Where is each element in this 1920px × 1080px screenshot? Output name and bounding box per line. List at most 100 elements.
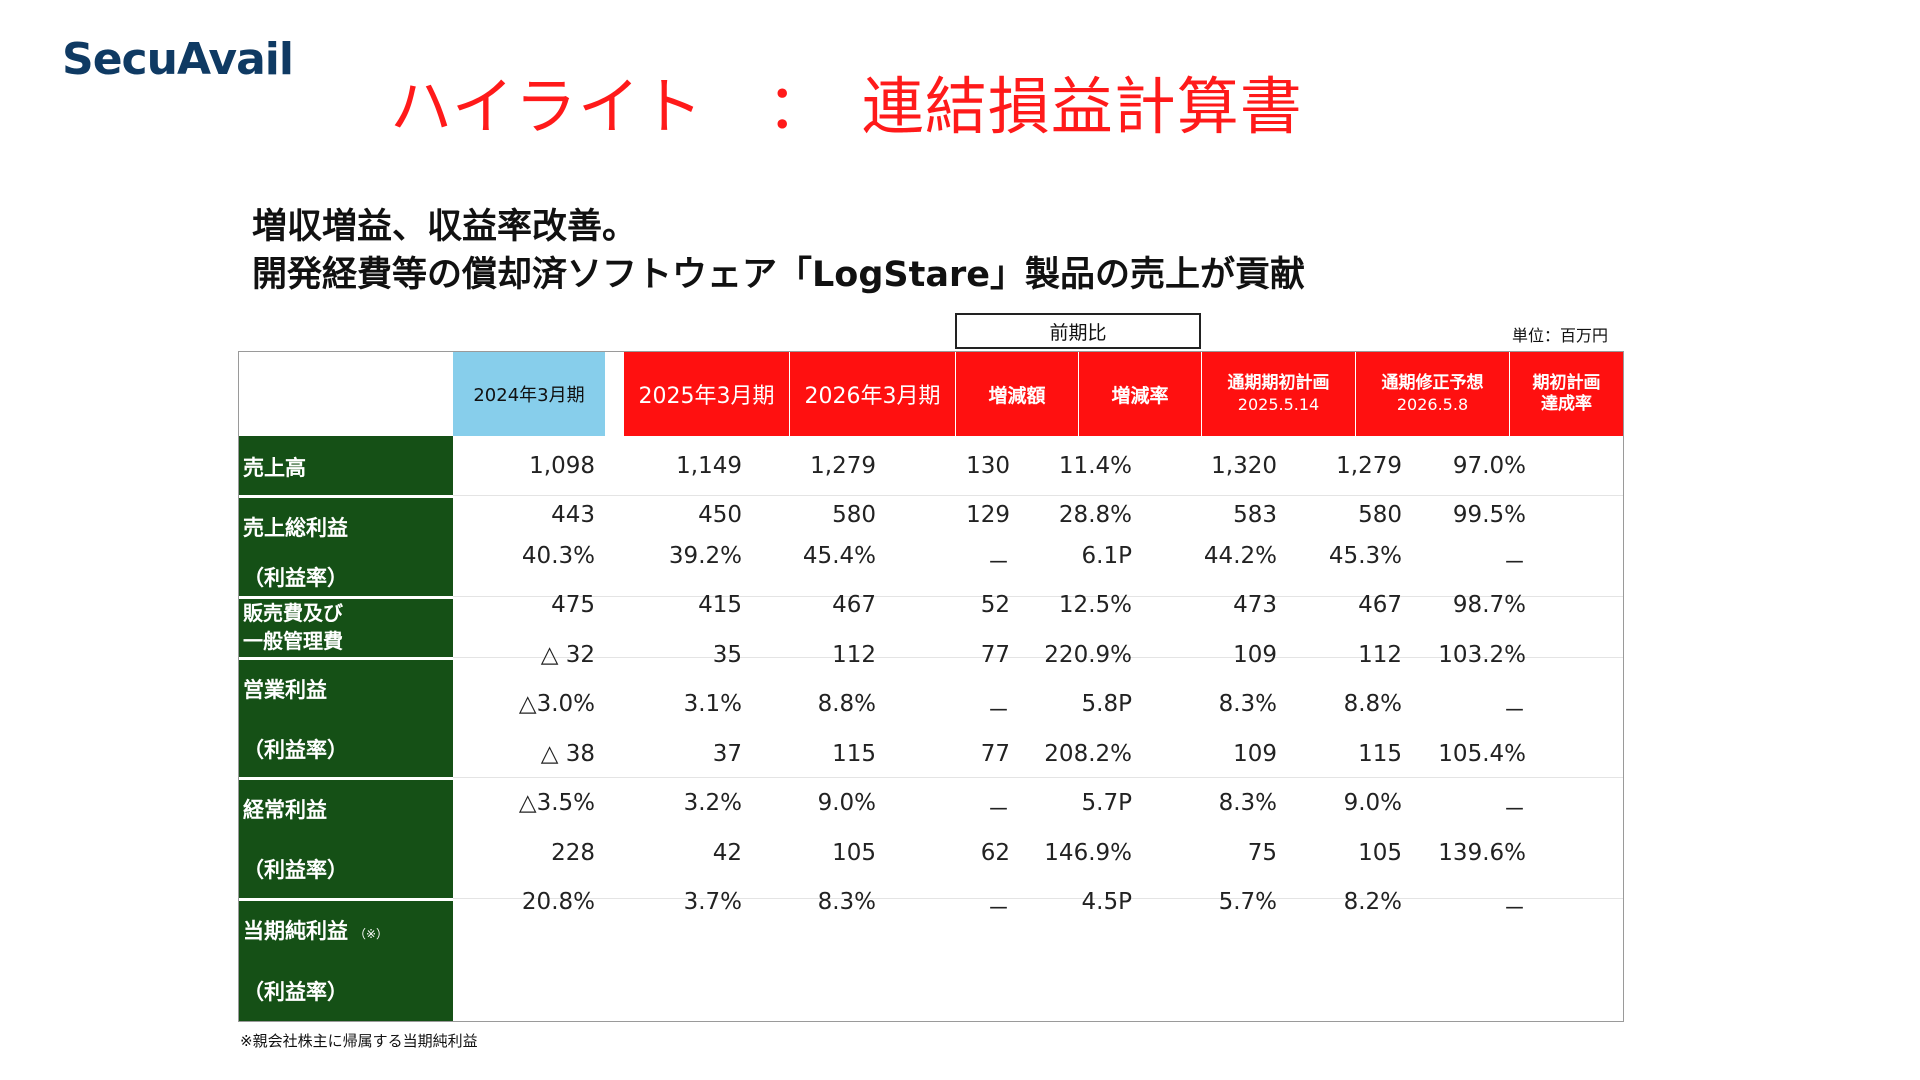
row-separator [239, 657, 453, 660]
table-cell: 109 [1233, 741, 1277, 767]
table-cell: 11.4% [1058, 453, 1132, 479]
table-cell: 1,320 [1211, 453, 1277, 479]
table-cell: 467 [1358, 592, 1402, 618]
table-cell: 39.2% [668, 543, 742, 569]
header-change-rate: 増減率 [1078, 352, 1201, 436]
table-cell: 1,149 [676, 453, 742, 479]
table-cell: 9.0% [1343, 790, 1402, 816]
table-cell: 8.3% [1218, 691, 1277, 717]
table-cell: △ 32 [540, 642, 595, 668]
header-revised-plan: 通期修正予想 2026.5.8 [1355, 352, 1509, 436]
row-label-gross-profit: 売上総利益 [243, 516, 348, 540]
table-cell: 35 [712, 642, 742, 668]
table-cell: 5.8P [1081, 691, 1132, 717]
row-label-op-margin: （利益率） [243, 738, 348, 762]
company-logo: SecuAvail [62, 34, 294, 85]
table-cell: － [1503, 698, 1526, 724]
row-divider [453, 777, 1623, 778]
table-cell: 415 [698, 592, 742, 618]
subtitle-line-2: 開発経費等の償却済ソフトウェア「LogStare」製品の売上が貢献 [252, 255, 1305, 295]
table-cell: 5.7% [1218, 889, 1277, 915]
table-cell: 97.0% [1452, 453, 1526, 479]
table-cell: 28.8% [1058, 502, 1132, 528]
header-initial-plan-date: 2025.5.14 [1237, 394, 1320, 414]
table-cell: － [987, 698, 1010, 724]
table-cell: 580 [1358, 502, 1402, 528]
table-cell: 105 [1358, 840, 1402, 866]
table-cell: 9.0% [817, 790, 876, 816]
table-cell: 1,279 [810, 453, 876, 479]
income-statement-table: 2024年3月期 2025年3月期 2026年3月期 増減額 増減率 通期期初計… [238, 351, 1624, 1022]
header-achievement-rate: 期初計画 達成率 [1509, 352, 1623, 436]
row-divider [453, 657, 1623, 658]
unit-label: 単位：百万円 [1512, 326, 1609, 345]
subtitle-line-1: 増収増益、収益率改善。 [252, 207, 638, 247]
table-cell: 473 [1233, 592, 1277, 618]
table-cell: 8.8% [1343, 691, 1402, 717]
row-label-operating-profit: 営業利益 [243, 678, 327, 702]
table-cell: △3.5% [518, 790, 595, 816]
table-cell: － [1503, 896, 1526, 922]
row-divider [453, 596, 1623, 597]
table-cell: 580 [832, 502, 876, 528]
table-cell: 115 [832, 741, 876, 767]
slide-title: ハイライト ： 連結損益計算書 [390, 70, 1303, 143]
row-label-sales: 売上高 [243, 456, 306, 480]
table-cell: 208.2% [1044, 741, 1132, 767]
row-separator [239, 495, 453, 498]
table-cell: 3.1% [683, 691, 742, 717]
table-cell: 99.5% [1452, 502, 1526, 528]
table-cell: 105 [832, 840, 876, 866]
table-cell: 475 [551, 592, 595, 618]
table-cell: 443 [551, 502, 595, 528]
table-cell: 8.2% [1343, 889, 1402, 915]
table-cell: 45.4% [802, 543, 876, 569]
header-initial-plan: 通期期初計画 2025.5.14 [1201, 352, 1355, 436]
table-cell: 5.7P [1081, 790, 1132, 816]
table-cell: 220.9% [1044, 642, 1132, 668]
row-label-sga-2: 一般管理費 [243, 629, 343, 653]
header-fy2024: 2024年3月期 [453, 352, 605, 436]
table-cell: 139.6% [1438, 840, 1526, 866]
yoy-header-box: 前期比 [955, 313, 1201, 349]
table-cell: － [1503, 797, 1526, 823]
table-cell: 20.8% [521, 889, 595, 915]
table-cell: 1,098 [529, 453, 595, 479]
table-cell: 6.1P [1081, 543, 1132, 569]
table-cell: 467 [832, 592, 876, 618]
table-cell: 12.5% [1058, 592, 1132, 618]
table-cell: － [987, 896, 1010, 922]
table-cell: 583 [1233, 502, 1277, 528]
table-cell: 146.9% [1044, 840, 1132, 866]
header-achievement-label-1: 期初計画 [1532, 372, 1601, 393]
table-cell: 52 [980, 592, 1010, 618]
header-revised-plan-date: 2026.5.8 [1396, 394, 1469, 414]
table-cell: 44.2% [1203, 543, 1277, 569]
table-cell: 105.4% [1438, 741, 1526, 767]
row-separator [239, 777, 453, 780]
table-cell: 75 [1247, 840, 1277, 866]
row-label-ord-margin: （利益率） [243, 858, 348, 882]
row-separator [239, 898, 453, 901]
table-cell: 1,279 [1336, 453, 1402, 479]
table-cell: 109 [1233, 642, 1277, 668]
header-fy2025: 2025年3月期 [623, 352, 789, 436]
table-cell: 3.7% [683, 889, 742, 915]
row-label-net-income: 当期純利益 （※） [243, 915, 388, 945]
header-fy2026: 2026年3月期 [789, 352, 955, 436]
table-cell: － [987, 550, 1010, 576]
row-label-column: 売上高 売上総利益 （利益率） 販売費及び 一般管理費 営業利益 （利益率） 経… [239, 436, 453, 1021]
table-cell: 103.2% [1438, 642, 1526, 668]
table-cell: 3.2% [683, 790, 742, 816]
table-cell: 4.5P [1081, 889, 1132, 915]
table-cell: 37 [712, 741, 742, 767]
table-cell: － [1503, 550, 1526, 576]
table-cell: 40.3% [521, 543, 595, 569]
row-label-sga-1: 販売費及び [243, 601, 343, 625]
net-income-note-mark: （※） [354, 927, 389, 941]
header-revised-plan-label: 通期修正予想 [1381, 373, 1484, 394]
table-cell: 115 [1358, 741, 1402, 767]
table-cell: 45.3% [1328, 543, 1402, 569]
row-separator [239, 596, 453, 599]
table-cell: △3.0% [518, 691, 595, 717]
